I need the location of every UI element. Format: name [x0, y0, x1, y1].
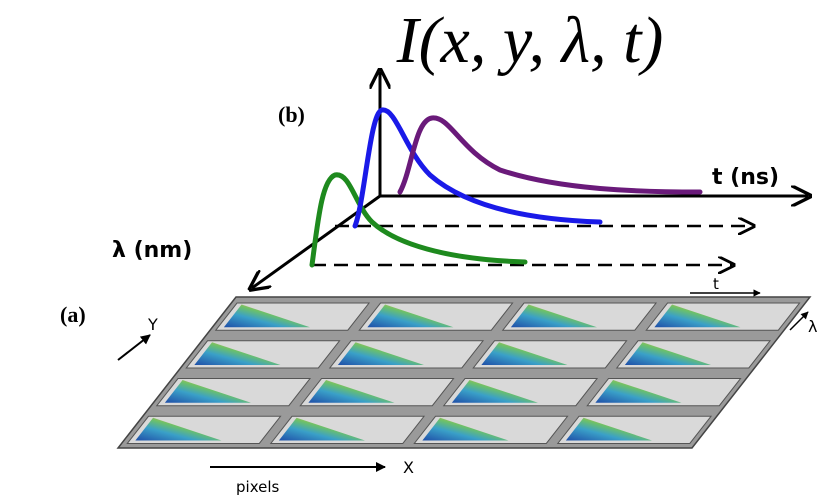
lambda-small-arrow: [789, 311, 809, 331]
spectrum-patch: [337, 342, 424, 365]
spectrum-patch: [422, 417, 509, 441]
spectrum-patch: [624, 342, 711, 365]
t-small-label: t: [713, 275, 719, 293]
spectrum-patch: [164, 380, 251, 403]
t-axis-label: t (ns): [712, 165, 779, 190]
dashed-guides: [312, 226, 752, 265]
title: I(x, y, λ, t): [396, 4, 664, 77]
spectrum-patch: [135, 417, 222, 441]
x-axis-label: X: [403, 458, 414, 477]
lambda-small-label: λ: [808, 317, 817, 336]
label-a: (a): [60, 302, 86, 327]
pixels-label: pixels: [236, 478, 280, 496]
y-arrow: [117, 334, 151, 361]
spectrum-patch: [565, 417, 652, 441]
y-axis-label: Y: [147, 315, 158, 334]
spectrum-patch: [451, 380, 538, 403]
spectrum-patch: [278, 417, 365, 441]
spectrum-patch: [595, 380, 682, 403]
spectrum-patch: [194, 342, 281, 365]
decay-curves: [309, 107, 703, 268]
spectrum-patch: [223, 304, 310, 328]
lambda-axis-label: λ (nm): [112, 238, 192, 263]
grid-base: [116, 296, 812, 449]
label-b: (b): [278, 102, 305, 127]
spectrum-patch: [481, 342, 568, 365]
spectrum-patch: [510, 304, 597, 328]
detector-grid: [116, 296, 812, 449]
spectrum-patch: [367, 304, 454, 328]
spectrum-patch: [654, 304, 741, 328]
spectrum-patch: [308, 380, 395, 403]
